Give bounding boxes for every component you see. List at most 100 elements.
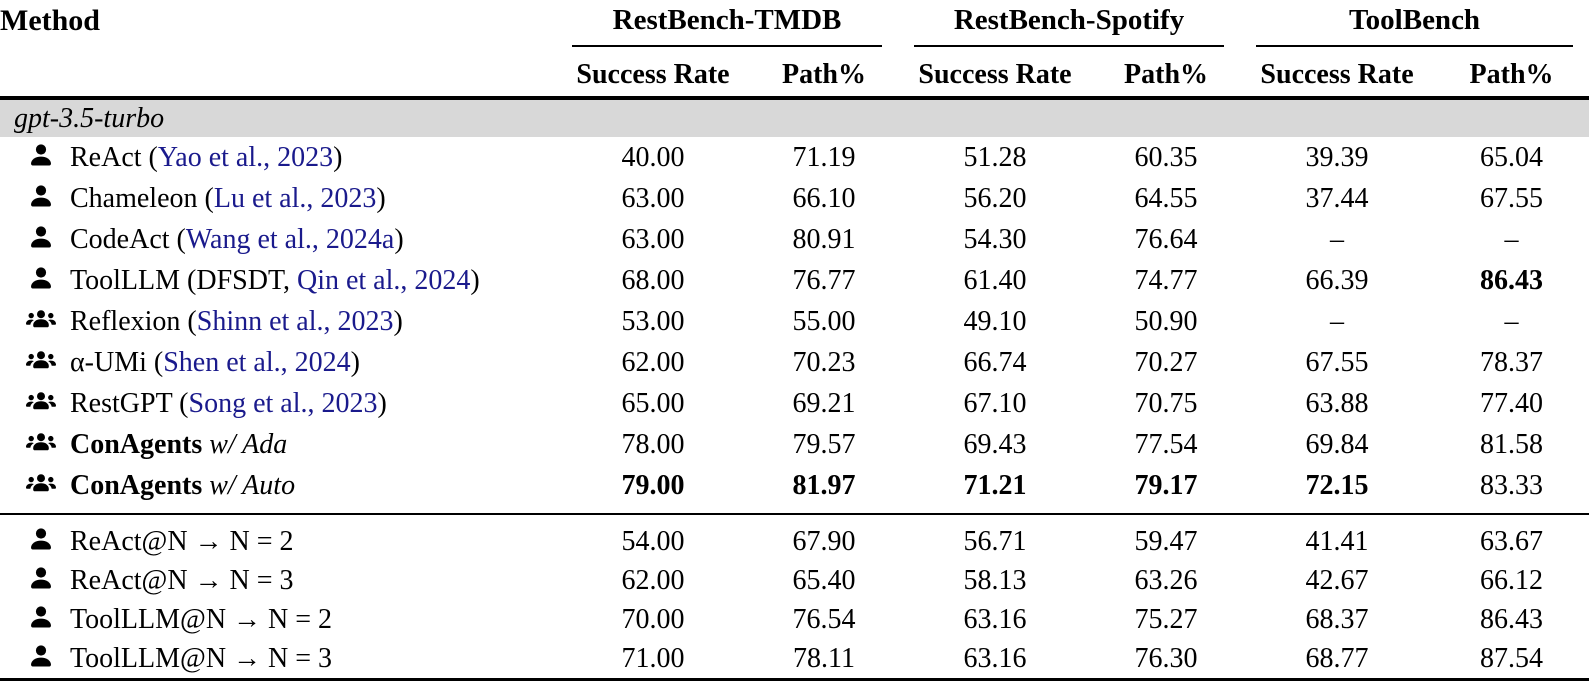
group-label: ToolBench (1348, 4, 1481, 36)
citation-link[interactable]: Song et al., 2023 (188, 387, 378, 419)
method-label: Reflexion (Shinn et al., 2023) (70, 305, 403, 337)
method-cell: RestGPT (Song et al., 2023) (0, 383, 556, 424)
col-header-success-rate: Success Rate (898, 54, 1093, 100)
metric-value: 86.43 (1480, 603, 1544, 635)
metric-value: 51.28 (963, 141, 1027, 173)
citation-link[interactable]: Shen et al., 2024 (163, 346, 351, 378)
method-variant: w/ Auto (202, 469, 296, 501)
group-underline (914, 45, 1225, 47)
citation-link[interactable]: Qin et al., 2024 (296, 264, 471, 296)
method-label: ReAct@N → N = 3 (70, 564, 294, 596)
metric-value: 71.00 (621, 642, 685, 674)
table-header: Method RestBench-TMDB RestBench-Spotify … (0, 0, 1589, 100)
group-label: RestBench-TMDB (612, 4, 842, 36)
table-row: RestGPT (Song et al., 2023) 65.00 69.21 67.… (0, 383, 1589, 424)
method-cell: CodeAct (Wang et al., 2024a) (0, 219, 556, 260)
method-cell: ReAct@N → N = 2 (0, 522, 556, 561)
metric-value: 67.10 (963, 387, 1027, 419)
method-label: α-UMi (Shen et al., 2024) (70, 346, 360, 378)
metric-value: 72.15 (1305, 469, 1369, 501)
metric-value: 56.20 (963, 182, 1027, 214)
metric-value: 67.55 (1305, 346, 1369, 378)
col-header-path-pct: Path% (1092, 54, 1241, 100)
method-label: Chameleon (Lu et al., 2023) (70, 182, 386, 214)
single-agent-icon (26, 644, 56, 670)
metric-value: 65.40 (792, 564, 856, 596)
metric-value: 68.37 (1305, 603, 1369, 635)
method-cell: ConAgents w/ Ada (0, 424, 556, 465)
method-cell: ConAgents w/ Auto (0, 465, 556, 506)
metric-value: 68.00 (621, 264, 685, 296)
single-agent-icon (26, 527, 56, 553)
metric-value: 60.35 (1134, 141, 1198, 173)
metric-value: 67.90 (792, 525, 856, 557)
metric-value: 63.16 (963, 642, 1027, 674)
method-label: ToolLLM@N → N = 3 (70, 642, 333, 674)
metric-value: 54.30 (963, 223, 1027, 255)
method-cell: Chameleon (Lu et al., 2023) (0, 178, 556, 219)
metric-value: 79.17 (1134, 469, 1198, 501)
citation-link[interactable]: Yao et al., 2023 (157, 141, 334, 173)
citation-link[interactable]: Wang et al., 2024a (185, 223, 395, 255)
table-row: ReAct@N → N = 2 54.00 67.90 56.71 59.47 41.41… (0, 522, 1589, 561)
metric-value: 58.13 (963, 564, 1027, 596)
metric-value: 63.26 (1134, 564, 1198, 596)
metric-value: 78.37 (1480, 346, 1544, 378)
metric-value: 81.97 (792, 469, 856, 501)
metric-value: 76.30 (1134, 642, 1198, 674)
metric-value: 66.12 (1480, 564, 1544, 596)
metric-value: 54.00 (621, 525, 685, 557)
single-agent-icon (26, 225, 56, 251)
metric-value: 68.77 (1305, 642, 1369, 674)
multi-agent-icon (26, 307, 56, 333)
method-cell: ToolLLM (DFSDT, Qin et al., 2024) (0, 260, 556, 301)
section-divider-row (0, 506, 1589, 522)
metric-value: 79.57 (792, 428, 856, 460)
method-variant: w/ Ada (202, 428, 288, 460)
metric-value: 40.00 (621, 141, 685, 173)
divider-rule (0, 513, 1589, 515)
single-agent-icon (26, 143, 56, 169)
table-row: ConAgents w/ Ada 78.00 79.57 69.43 77.54 69.8… (0, 424, 1589, 465)
table-row: ConAgents w/ Auto 79.00 81.97 71.21 79.17 72.… (0, 465, 1589, 506)
table-body: gpt-3.5-turbo ReAct (Yao et al., 2023) 40.… (0, 98, 1589, 680)
subheader-row: Success Rate Path% Success Rate Path% Su… (0, 54, 1589, 100)
metric-value: 70.23 (792, 346, 856, 378)
metric-value: 70.27 (1134, 346, 1198, 378)
method-label: ConAgents w/ Auto (70, 470, 295, 501)
table-row: ToolLLM@N → N = 3 71.00 78.11 63.16 76.30 68.… (0, 639, 1589, 680)
method-cell: ReAct (Yao et al., 2023) (0, 137, 556, 178)
metric-value: 49.10 (963, 305, 1027, 337)
model-band-row: gpt-3.5-turbo (0, 98, 1589, 137)
metric-value: 74.77 (1134, 264, 1198, 296)
metric-value: 71.19 (792, 141, 856, 173)
citation-link[interactable]: Lu et al., 2023 (213, 182, 377, 214)
table-row: CodeAct (Wang et al., 2024a) 63.00 80.91 54… (0, 219, 1589, 260)
metric-value: 66.10 (792, 182, 856, 214)
method-cell: α-UMi (Shen et al., 2024) (0, 342, 556, 383)
method-cell: Reflexion (Shinn et al., 2023) (0, 301, 556, 342)
metric-value: 42.67 (1305, 564, 1369, 596)
metric-value: 69.84 (1305, 428, 1369, 460)
group-header-restbench-spotify: RestBench-Spotify (898, 0, 1240, 54)
metric-value: 63.00 (621, 182, 685, 214)
metric-value: 78.11 (793, 642, 855, 674)
method-label: RestGPT (Song et al., 2023) (70, 387, 387, 419)
table-row: ToolLLM@N → N = 2 70.00 76.54 63.16 75.27 68.… (0, 600, 1589, 639)
metric-value: 77.54 (1134, 428, 1198, 460)
metric-value: 78.00 (621, 428, 685, 460)
citation-link[interactable]: Shinn et al., 2023 (196, 305, 394, 337)
col-header-path-pct: Path% (750, 54, 899, 100)
metric-value: 70.00 (621, 603, 685, 635)
method-name-bold: ConAgents (70, 428, 203, 460)
metric-value: – (1504, 305, 1519, 337)
metric-value: 67.55 (1480, 182, 1544, 214)
group-header-toolbench: ToolBench (1240, 0, 1589, 54)
single-agent-icon (26, 566, 56, 592)
single-agent-icon (26, 605, 56, 631)
method-cell: ReAct@N → N = 3 (0, 561, 556, 600)
col-header-success-rate: Success Rate (556, 54, 750, 100)
metric-value: 66.39 (1305, 264, 1369, 296)
metric-value: 87.54 (1480, 642, 1544, 674)
table-row: ReAct@N → N = 3 62.00 65.40 58.13 63.26 42.67… (0, 561, 1589, 600)
